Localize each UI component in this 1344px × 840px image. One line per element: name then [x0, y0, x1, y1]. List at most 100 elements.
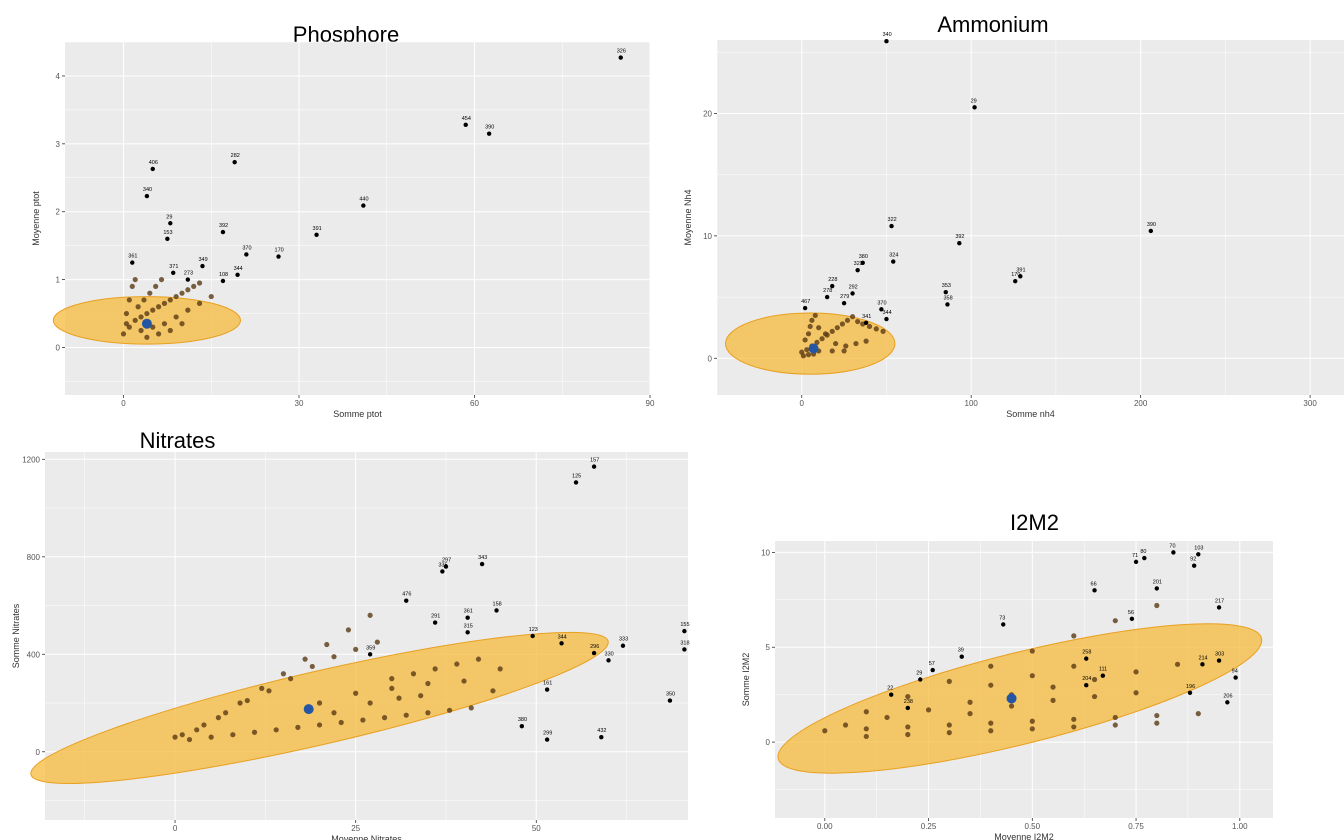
centroid-point — [1006, 693, 1017, 704]
cluster-point — [410, 671, 417, 677]
data-point — [930, 667, 935, 673]
cluster-point — [179, 732, 185, 738]
cluster-point — [259, 685, 265, 691]
x-axis-label: Moyenne Nitrates — [331, 834, 402, 840]
cluster-point — [844, 317, 851, 323]
point-label: 359 — [366, 645, 375, 651]
point-label: 361 — [128, 254, 137, 260]
data-point — [404, 598, 409, 603]
x-axis-label: Somme ptot — [333, 409, 382, 419]
point-label: 350 — [666, 692, 675, 698]
point-label: 335 — [438, 562, 447, 568]
cluster-point — [1091, 693, 1098, 700]
cluster-point — [446, 707, 453, 713]
cluster-point — [186, 736, 193, 743]
point-label: 340 — [143, 187, 152, 193]
point-label: 170 — [275, 248, 284, 254]
chart-title: Nitrates — [139, 428, 216, 453]
cluster-point — [150, 324, 156, 330]
data-point — [244, 252, 249, 257]
data-point — [1171, 550, 1176, 555]
cluster-point — [150, 307, 156, 313]
cluster-point — [988, 682, 994, 688]
cluster-point — [1154, 720, 1160, 726]
point-label: 279 — [840, 294, 849, 300]
cluster-point — [841, 348, 847, 354]
cluster-point — [179, 290, 185, 296]
data-point — [494, 608, 499, 613]
cluster-point — [138, 327, 144, 334]
data-point — [620, 643, 626, 648]
y-tick-label: 10 — [703, 232, 712, 241]
y-tick-label: 4 — [56, 72, 61, 81]
cluster-point — [863, 726, 869, 732]
data-point — [200, 263, 205, 269]
cluster-point — [251, 729, 258, 735]
y-tick-label: 0 — [708, 354, 713, 363]
cluster-point — [179, 321, 185, 327]
cluster-point — [863, 733, 869, 740]
data-point — [682, 647, 687, 652]
data-point — [959, 654, 964, 659]
point-label: 258 — [1082, 650, 1091, 656]
cluster-point — [988, 728, 994, 734]
cluster-point — [880, 328, 886, 334]
cluster-point — [967, 699, 973, 705]
point-label: 94 — [1232, 669, 1238, 675]
cluster-point — [855, 318, 861, 325]
data-point — [171, 270, 176, 276]
x-tick-label: 90 — [646, 399, 655, 408]
cluster-point — [123, 310, 130, 317]
centroid-point — [808, 343, 819, 354]
data-point — [667, 698, 673, 703]
data-point — [220, 229, 226, 235]
cluster-point — [129, 283, 135, 289]
data-point — [1084, 682, 1089, 688]
centroid-point — [303, 704, 314, 715]
cluster-point — [161, 321, 168, 327]
data-point — [918, 677, 923, 682]
data-point — [165, 236, 170, 242]
point-label: 467 — [801, 299, 810, 305]
cluster-point — [230, 732, 236, 738]
point-label: 330 — [605, 651, 614, 657]
cluster-point — [196, 280, 203, 286]
point-label: 392 — [219, 223, 228, 229]
y-tick-label: 0 — [56, 343, 61, 352]
data-point — [1142, 555, 1147, 561]
point-label: 344 — [882, 310, 891, 316]
cluster-point — [288, 676, 294, 682]
data-point — [850, 291, 855, 296]
cluster-point — [490, 688, 496, 694]
point-label: 371 — [169, 264, 178, 270]
cluster-point — [905, 724, 911, 730]
data-point — [1216, 658, 1222, 663]
cluster-point — [316, 700, 323, 706]
data-point — [1001, 622, 1006, 627]
cluster-point — [280, 671, 287, 677]
data-point — [682, 628, 687, 634]
data-point — [1191, 563, 1197, 568]
data-point — [276, 254, 281, 259]
data-point — [544, 737, 550, 742]
point-label: 103 — [1194, 545, 1203, 551]
data-point — [830, 283, 835, 289]
cluster-point — [822, 728, 828, 734]
point-label: 170 — [1011, 272, 1020, 278]
y-axis-label: Moyenne ptot — [31, 191, 41, 246]
y-tick-label: 0 — [36, 748, 41, 757]
chart-title: Ammonium — [937, 12, 1049, 37]
cluster-point — [123, 321, 130, 327]
cluster-point — [819, 336, 825, 342]
cluster-point — [967, 711, 973, 717]
cluster-point — [1133, 669, 1139, 675]
y-tick-label: 2 — [56, 208, 61, 217]
data-point — [235, 272, 240, 278]
cluster-point — [173, 314, 179, 320]
cluster-point — [367, 700, 373, 706]
cluster-point — [1133, 690, 1139, 696]
cluster-point — [418, 693, 424, 699]
point-label: 157 — [590, 458, 599, 464]
point-label: 204 — [1082, 676, 1091, 682]
